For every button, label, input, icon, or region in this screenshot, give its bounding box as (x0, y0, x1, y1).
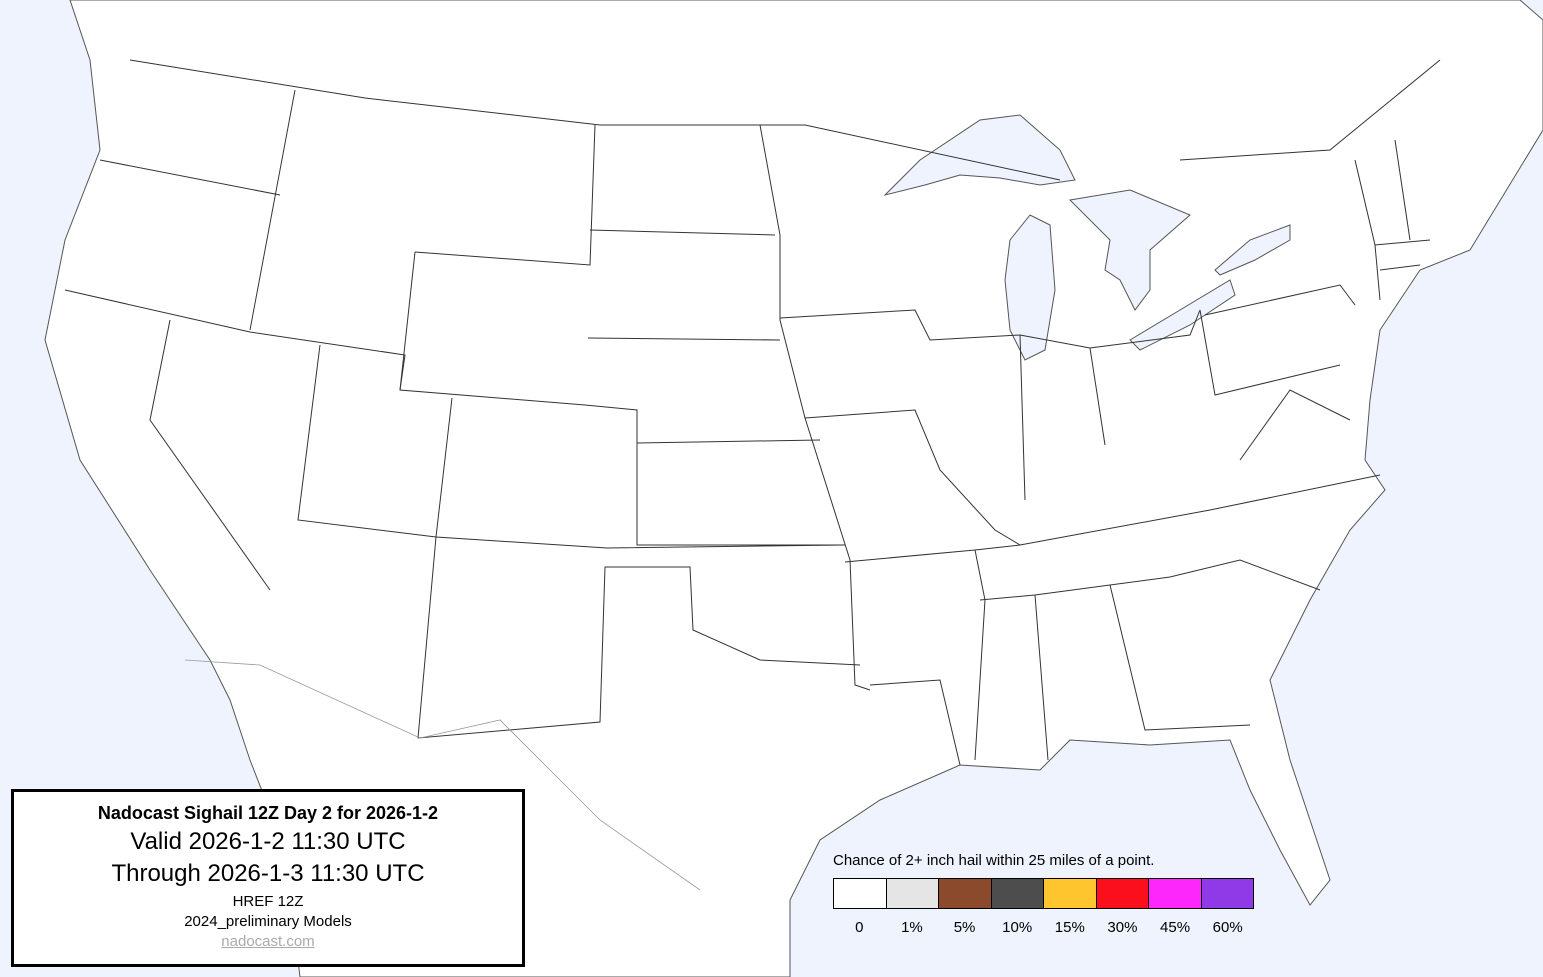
valid-time: Valid 2026-1-2 11:30 UTC (130, 828, 406, 855)
legend-swatch (1096, 879, 1149, 908)
legend-label: 60% (1212, 919, 1243, 936)
lake-erie (1129, 279, 1236, 351)
legend-swatch (991, 879, 1044, 908)
nadocast-link[interactable]: nadocast.com (221, 933, 315, 950)
lake-ontario (1214, 224, 1291, 276)
legend-title: Chance of 2+ inch hail within 25 miles o… (833, 852, 1155, 869)
through-time: Through 2026-1-3 11:30 UTC (111, 860, 425, 887)
legend-label: 15% (1054, 919, 1085, 936)
forecast-info-box: Nadocast Sighail 12Z Day 2 for 2026-1-2 … (11, 789, 525, 967)
state-borders (64, 59, 1441, 891)
legend-label: 0 (855, 919, 864, 936)
legend-swatch (834, 879, 887, 908)
legend-label: 1% (901, 919, 923, 936)
legend-label: 5% (953, 919, 976, 936)
forecast-title: Nadocast Sighail 12Z Day 2 for 2026-1-2 (97, 803, 439, 823)
legend-swatch (939, 879, 992, 908)
model-name: HREF 12Z (232, 893, 304, 910)
legend-swatch (1201, 879, 1253, 908)
legend-label: 45% (1160, 919, 1191, 936)
legend-label: 30% (1107, 919, 1138, 936)
models-version: 2024_preliminary Models (184, 913, 352, 930)
probability-legend: Chance of 2+ inch hail within 25 miles o… (833, 852, 1254, 936)
legend-labels: 0 1% 5% 10% 15% 30% 45% 60% (833, 919, 1254, 936)
legend-color-bar (833, 878, 1254, 909)
land-mass (44, 0, 1543, 977)
lake-michigan (1004, 214, 1056, 361)
legend-swatch (1044, 879, 1097, 908)
legend-label: 10% (1002, 919, 1033, 936)
legend-swatch (1149, 879, 1202, 908)
lake-superior (883, 114, 1076, 196)
lake-huron (1068, 189, 1191, 311)
legend-swatch (886, 879, 939, 908)
